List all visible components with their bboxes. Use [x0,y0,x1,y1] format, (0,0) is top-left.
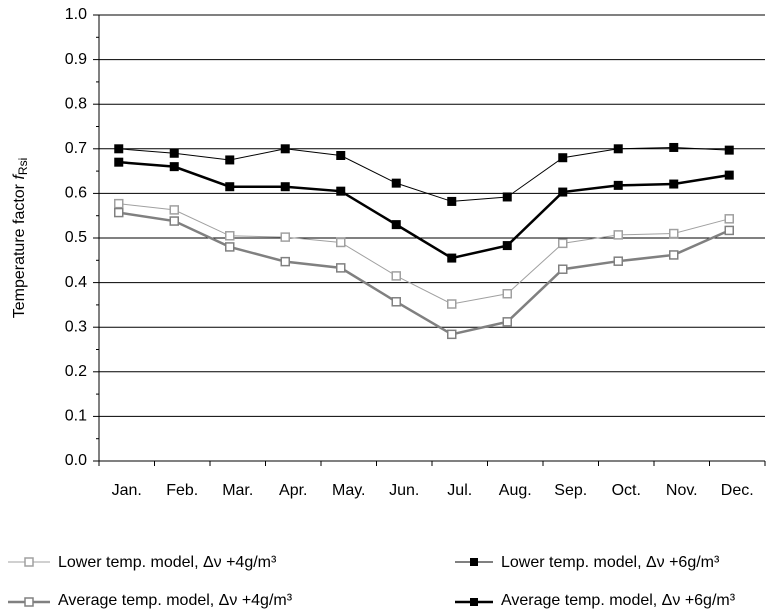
x-tick-label: Apr. [279,482,307,499]
marker [169,162,179,172]
marker [114,157,124,167]
x-tick-label: Dec. [721,482,754,499]
marker [724,170,734,180]
marker [613,180,623,190]
marker [669,142,679,152]
marker [502,289,512,299]
y-tick-label: 0.8 [65,95,87,112]
marker [724,214,734,224]
y-tick-label: 1.0 [65,6,87,23]
x-tick-label: May. [332,482,365,499]
y-tick-label: 0.7 [65,140,87,157]
marker [225,182,235,192]
series-line [118,203,730,305]
x-tick-label: Oct. [612,482,641,499]
marker [280,182,290,192]
marker [447,196,457,206]
marker [470,558,478,566]
marker [447,299,457,309]
marker [724,145,734,155]
marker [391,220,401,230]
y-tick-label: 0.6 [65,185,87,202]
legend-label: Average temp. model, Δν +4g/m³ [58,592,293,609]
marker [280,232,290,242]
y-tick-label: 0.0 [65,452,87,469]
marker [114,198,124,209]
marker [225,242,235,252]
y-label-subscript: Rsi [16,158,30,175]
marker [225,231,235,241]
marker [502,317,512,327]
marker [280,144,290,154]
marker [558,238,568,249]
marker [669,250,679,260]
marker [447,253,457,263]
marker [169,216,179,226]
legend-label: Lower temp. model, Δν +4g/m³ [58,554,277,571]
marker [724,225,734,236]
x-tick-label: Jun. [389,482,419,499]
marker [558,153,568,163]
x-tick-label: Jan. [112,482,142,499]
x-tick-label: Jul. [447,482,472,499]
marker [24,557,34,567]
marker [169,148,179,158]
marker [613,144,623,154]
series-line [118,211,730,336]
marker [502,192,512,202]
legend-label: Lower temp. model, Δν +6g/m³ [501,554,720,571]
marker [114,144,124,154]
x-tick-label: Feb. [166,482,198,499]
marker [24,597,34,607]
legend-label: Average temp. model, Δν +6g/m³ [501,592,736,609]
marker [169,205,179,215]
marker [669,228,679,239]
marker [447,329,457,340]
marker [336,186,346,196]
marker [336,237,346,248]
x-tick-label: Mar. [222,482,253,499]
marker [613,230,623,240]
marker [558,187,568,197]
y-axis-label: Temperature factor fRsi [11,158,30,319]
marker [114,207,124,218]
marker [470,598,478,606]
x-tick-label: Sep. [554,482,587,499]
x-tick-label: Nov. [666,482,698,499]
y-tick-label: 0.5 [65,229,87,246]
y-label-symbol: f [11,174,28,180]
marker [225,155,235,165]
marker [613,256,623,266]
marker [391,271,401,281]
series-line [118,160,730,260]
marker [391,178,401,188]
marker [336,263,346,273]
x-tick-label: Aug. [499,482,532,499]
marker [391,297,401,307]
series-line [118,146,730,202]
marker [558,264,568,274]
y-label-text: Temperature factor [11,183,28,318]
y-tick-label: 0.4 [65,274,87,291]
marker [669,179,679,189]
y-tick-label: 0.2 [65,363,87,380]
y-tick-label: 0.1 [65,408,87,425]
y-tick-label: 0.3 [65,318,87,335]
y-tick-label: 0.9 [65,51,87,68]
marker [502,241,512,251]
marker [280,256,290,267]
marker [336,150,346,160]
